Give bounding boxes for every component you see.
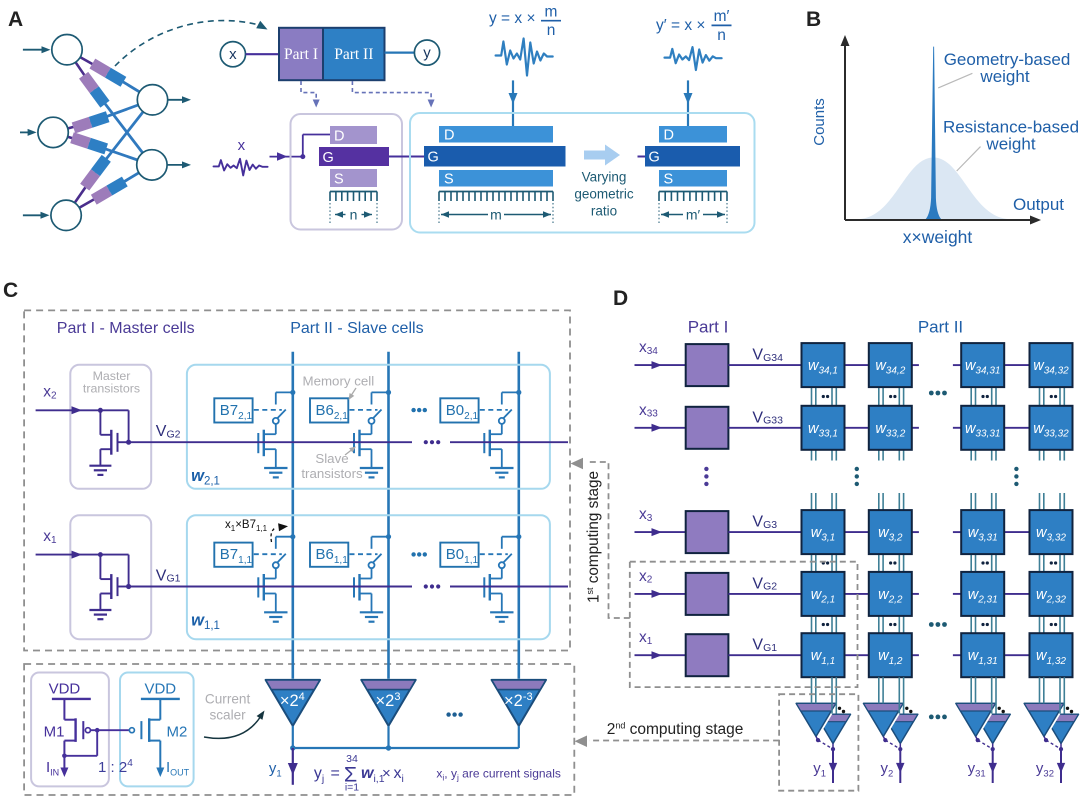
svg-text:VG33: VG33 [752, 409, 783, 426]
svg-text:2nd computing stage: 2nd computing stage [607, 721, 744, 739]
svg-text:scaler: scaler [209, 708, 246, 723]
svg-text:xi: xi [394, 765, 404, 785]
svg-text:VG3: VG3 [752, 514, 777, 531]
svg-text:VG1: VG1 [752, 637, 777, 654]
svg-text:M1: M1 [44, 724, 65, 741]
svg-text:weight: weight [985, 135, 1035, 154]
svg-text:weight: weight [979, 67, 1029, 86]
svg-text:34: 34 [346, 753, 358, 765]
svg-text:m: m [490, 207, 502, 223]
svg-text:C: C [3, 279, 18, 302]
svg-text:S: S [444, 172, 454, 188]
svg-text:D: D [444, 128, 454, 144]
svg-text:D: D [613, 287, 628, 310]
svg-text:transistors: transistors [301, 466, 363, 481]
svg-text:y = x ×: y = x × [489, 10, 536, 27]
svg-text:Varying: Varying [582, 170, 627, 185]
svg-text:Part II: Part II [334, 46, 373, 63]
svg-text:xi, yj are current signals: xi, yj are current signals [436, 767, 561, 783]
svg-text:G: G [649, 150, 660, 166]
svg-text:m: m [545, 4, 558, 21]
svg-text:VDD: VDD [144, 681, 176, 698]
svg-text:G: G [323, 150, 334, 166]
svg-text:m′: m′ [714, 8, 730, 25]
svg-text:1st computing stage: 1st computing stage [585, 471, 603, 603]
svg-text:transistors: transistors [83, 381, 140, 395]
svg-text:×23: ×23 [376, 691, 401, 710]
svg-text:geometric: geometric [574, 187, 634, 202]
svg-text:S: S [334, 172, 344, 188]
svg-text:S: S [664, 172, 674, 188]
svg-text:yj: yj [314, 765, 324, 785]
svg-text:x: x [229, 46, 237, 63]
svg-text:=: = [331, 765, 340, 782]
svg-text:D: D [664, 128, 674, 144]
svg-text:x: x [238, 137, 246, 154]
svg-text:Output: Output [1013, 195, 1064, 214]
svg-text:Master: Master [93, 369, 131, 383]
svg-text:VG34: VG34 [752, 347, 783, 364]
svg-text:y′ = x ×: y′ = x × [656, 17, 705, 34]
svg-text:n: n [717, 27, 726, 44]
svg-text:Counts: Counts [811, 98, 828, 146]
svg-text:Current: Current [205, 692, 251, 707]
svg-text:B: B [806, 8, 821, 31]
svg-text:VDD: VDD [49, 681, 81, 698]
svg-text:Part I: Part I [688, 318, 729, 337]
svg-text:G: G [428, 150, 439, 166]
svg-text:ratio: ratio [591, 204, 617, 219]
svg-text:i=1: i=1 [345, 782, 359, 794]
svg-text:m′: m′ [686, 207, 701, 223]
svg-text:x×weight: x×weight [903, 227, 973, 247]
svg-text:Part II - Slave cells: Part II - Slave cells [290, 320, 423, 337]
svg-text:n: n [547, 22, 556, 39]
svg-text:n: n [350, 207, 358, 223]
svg-text:Part II: Part II [918, 318, 963, 337]
svg-text:Part I: Part I [284, 46, 318, 63]
svg-text:Σ: Σ [344, 763, 357, 787]
svg-text:D: D [334, 129, 344, 145]
svg-text:A: A [8, 8, 23, 31]
svg-text:VG1: VG1 [156, 568, 181, 585]
svg-text:Part I - Master cells: Part I - Master cells [57, 320, 195, 337]
svg-text:×24: ×24 [280, 691, 305, 710]
svg-text:Resistance-based: Resistance-based [943, 118, 1079, 137]
svg-text:M2: M2 [167, 724, 188, 741]
svg-text:Geometry-based: Geometry-based [944, 50, 1071, 69]
svg-text:VG2: VG2 [752, 575, 777, 592]
svg-text:Slave: Slave [315, 451, 348, 466]
svg-text:VG2: VG2 [156, 423, 181, 440]
svg-text:Memory cell: Memory cell [303, 373, 375, 388]
svg-text:y: y [423, 45, 431, 62]
svg-text:×: × [382, 765, 391, 782]
svg-text:1 : 24: 1 : 24 [98, 758, 133, 776]
